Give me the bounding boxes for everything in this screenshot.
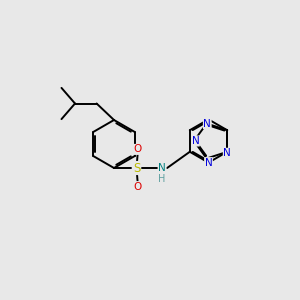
Text: O: O bbox=[134, 182, 142, 192]
Text: H: H bbox=[158, 174, 166, 184]
Text: O: O bbox=[134, 144, 142, 154]
Text: N: N bbox=[192, 136, 199, 146]
Text: N: N bbox=[203, 118, 211, 128]
Text: S: S bbox=[133, 161, 140, 175]
Text: N: N bbox=[158, 163, 166, 173]
Text: N: N bbox=[205, 158, 212, 168]
Text: N: N bbox=[223, 148, 231, 158]
